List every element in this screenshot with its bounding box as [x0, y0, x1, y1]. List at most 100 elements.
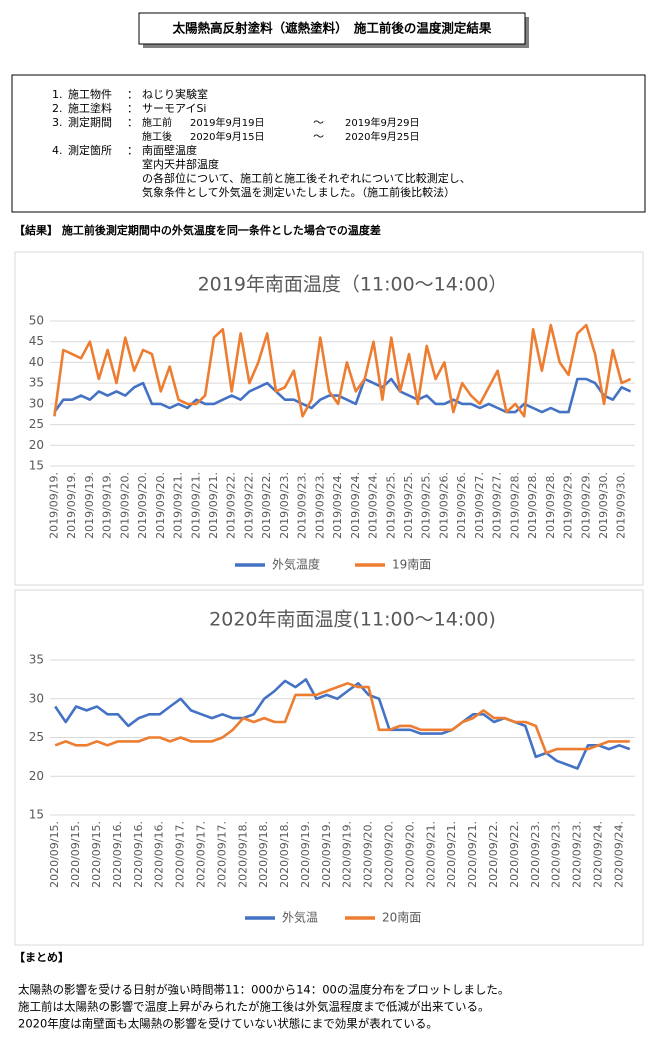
item-sep: ： [127, 116, 138, 129]
period-to: 2020年9月25日 [345, 130, 420, 143]
period-label: 施工後 [142, 130, 172, 143]
item-text: の各部位について、施工前と施工後それぞれについて比較測定し、 [142, 171, 471, 185]
x-tick-label: 2020/09/20. [362, 821, 375, 888]
y-tick-label: 15 [29, 459, 44, 473]
x-tick-label: 2019/09/19. [47, 472, 60, 539]
summary-line: 2020年度は南壁面も太陽熱の影響を受けていない状態にまで効果が表れている。 [18, 1017, 438, 1031]
item-label: 測定期間 [68, 115, 112, 129]
x-tick-label: 2020/09/24. [591, 821, 604, 888]
x-tick-label: 2020/09/16. [111, 821, 124, 888]
chart-title: 2019年南面温度（11:00～14:00） [198, 274, 508, 296]
result-heading: 【結果】 施工前後測定期間中の外気温度を同一条件とした場合での温度差 [14, 223, 381, 237]
x-tick-label: 2020/09/19. [320, 821, 333, 888]
y-tick-label: 50 [29, 314, 44, 328]
legend-label: 外気温 [282, 910, 318, 925]
x-tick-label: 2020/09/16. [132, 821, 145, 888]
x-tick-label: 2019/09/30. [597, 472, 610, 539]
legend-label: 19南面 [392, 557, 431, 572]
y-tick-label: 40 [29, 355, 44, 369]
x-tick-label: 2020/09/19. [299, 821, 312, 888]
period-sep: ～ [313, 130, 324, 143]
x-tick-label: 2020/09/23. [571, 821, 584, 888]
series-line [54, 678, 631, 770]
summary-line: 太陽熱の影響を受ける日射が強い時間帯11：000から14：00の温度分布をプロッ… [18, 983, 509, 997]
period-to: 2019年9月29日 [345, 116, 420, 129]
x-tick-label: 2020/09/22. [508, 821, 521, 888]
x-tick-label: 2019/09/24. [331, 472, 344, 539]
chart-title: 2020年南面温度(11:00～14:00) [209, 609, 496, 631]
period-sep: ～ [313, 116, 324, 129]
item-text: サーモアイSi [142, 102, 207, 115]
y-tick-label: 30 [29, 691, 44, 705]
x-tick-label: 2019/09/24. [367, 472, 380, 539]
x-tick-label: 2020/09/17. [215, 821, 228, 888]
x-tick-label: 2019/09/19. [101, 472, 114, 539]
x-tick-label: 2020/09/22. [487, 821, 500, 888]
x-tick-label: 2019/09/19. [83, 472, 96, 539]
x-tick-label: 2020/09/18. [257, 821, 270, 888]
x-tick-label: 2019/09/28. [526, 472, 539, 539]
item-sep: ： [127, 144, 138, 157]
legend-label: 20南面 [382, 910, 421, 925]
x-tick-label: 2020/09/21. [445, 821, 458, 888]
x-tick-label: 2020/09/17. [174, 821, 187, 888]
item-num: 2. [52, 102, 63, 115]
y-tick-label: 25 [29, 730, 44, 744]
period-from: 2019年9月19日 [190, 116, 265, 129]
title-box [138, 12, 526, 45]
x-tick-label: 2020/09/15. [90, 821, 103, 888]
x-tick-label: 2019/09/24. [349, 472, 362, 539]
x-tick-label: 2019/09/20. [118, 472, 131, 539]
x-tick-label: 2019/09/23. [278, 472, 291, 539]
item-text: 気象条件として外気温を測定いたしました。（施工前後比較法） [142, 185, 455, 199]
series-line [53, 377, 632, 414]
item-text: 南面壁温度 [142, 143, 197, 157]
summary-heading: 【まとめ】 [14, 951, 69, 964]
x-tick-label: 2019/09/25. [420, 472, 433, 539]
y-tick-label: 35 [29, 376, 44, 390]
x-tick-label: 2019/09/30. [615, 472, 628, 539]
series-line [53, 323, 632, 418]
y-tick-label: 45 [29, 334, 44, 348]
info-box [11, 74, 646, 213]
item-label: 測定箇所 [68, 143, 112, 157]
x-tick-label: 2019/09/28. [544, 472, 557, 539]
x-tick-label: 2020/09/24. [612, 821, 625, 888]
x-tick-label: 2019/09/27. [491, 472, 504, 539]
chart-frame [14, 589, 644, 946]
y-tick-label: 35 [29, 653, 44, 667]
x-tick-label: 2020/09/23. [529, 821, 542, 888]
item-num: 3. [52, 116, 63, 129]
x-tick-label: 2020/09/15. [69, 821, 82, 888]
x-tick-label: 2019/09/28. [508, 472, 521, 539]
x-tick-label: 2019/09/29. [562, 472, 575, 539]
x-tick-label: 2020/09/18. [278, 821, 291, 888]
x-tick-label: 2020/09/20. [403, 821, 416, 888]
period-label: 施工前 [142, 116, 172, 129]
x-tick-label: 2020/09/21. [424, 821, 437, 888]
y-tick-label: 25 [29, 417, 44, 431]
period-from: 2020年9月15日 [190, 130, 265, 143]
item-num: 4. [52, 144, 63, 157]
x-tick-label: 2020/09/20. [383, 821, 396, 888]
x-tick-label: 2019/09/27. [473, 472, 486, 539]
x-tick-label: 2020/09/18. [236, 821, 249, 888]
item-label: 施工物件 [68, 87, 112, 101]
y-tick-label: 15 [29, 808, 44, 822]
x-tick-label: 2020/09/21. [466, 821, 479, 888]
x-tick-label: 2019/09/23. [296, 472, 309, 539]
series-line [54, 682, 630, 755]
x-tick-label: 2020/09/23. [550, 821, 563, 888]
x-tick-label: 2019/09/25. [402, 472, 415, 539]
x-tick-label: 2020/09/17. [194, 821, 207, 888]
x-tick-label: 2019/09/29. [579, 472, 592, 539]
x-tick-label: 2019/09/21. [207, 472, 220, 539]
chart-frame [14, 251, 644, 586]
summary-line: 施工前は太陽熱の影響で温度上昇がみられたが施工後は外気温程度まで低減が出来ている… [18, 1000, 490, 1014]
y-tick-label: 20 [29, 438, 44, 452]
x-tick-label: 2019/09/19. [65, 472, 78, 539]
x-tick-label: 2019/09/22. [242, 472, 255, 539]
item-text: ねじり実験室 [142, 87, 208, 101]
x-tick-label: 2020/09/16. [153, 821, 166, 888]
item-label: 施工塗料 [68, 101, 112, 115]
